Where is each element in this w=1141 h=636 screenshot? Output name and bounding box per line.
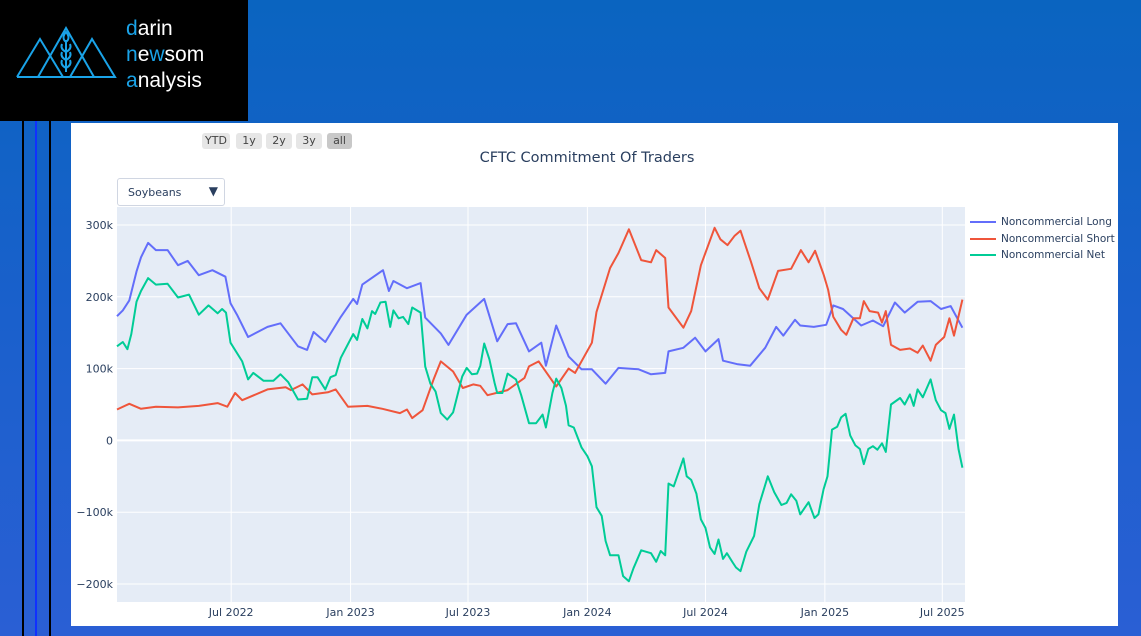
series-line-noncommercial-short — [116, 226, 964, 420]
chart-title: CFTC Commitment Of Traders — [479, 150, 695, 166]
decorative-stripe — [49, 121, 51, 636]
x-tick-label: Jan 2025 — [800, 606, 849, 619]
legend-item[interactable]: Noncommercial Long — [970, 214, 1115, 231]
x-tick-label: Jan 2023 — [325, 606, 374, 619]
x-tick-label: Jul 2022 — [208, 606, 254, 619]
range-button-3y[interactable]: 3y — [296, 133, 322, 149]
legend-label: Noncommercial Short — [1001, 232, 1115, 245]
x-tick-label: Jan 2024 — [562, 606, 611, 619]
decorative-stripe — [22, 121, 24, 636]
legend-line-swatch — [970, 254, 996, 257]
y-tick-label: 0 — [106, 434, 113, 447]
legend-line-swatch — [970, 237, 996, 240]
series-line-noncommercial-net — [116, 277, 964, 583]
decorative-stripe — [35, 121, 37, 636]
dropdown-selected-value: Soybeans — [128, 186, 182, 199]
logo-wordmark: darin newsom analysis — [126, 17, 205, 92]
y-tick-label: −200k — [76, 578, 113, 591]
x-tick-label: Jul 2024 — [682, 606, 728, 619]
legend-line-swatch — [970, 221, 996, 224]
legend-label: Noncommercial Net — [1001, 249, 1105, 262]
y-tick-label: 200k — [86, 291, 114, 304]
mountain-wheat-logo-icon — [16, 25, 117, 78]
legend-label: Noncommercial Long — [1001, 216, 1112, 229]
y-tick-label: 100k — [86, 363, 114, 376]
range-button-all[interactable]: all — [327, 133, 352, 149]
caret-down-icon: ▼ — [208, 184, 218, 198]
commodity-dropdown[interactable]: Soybeans ▼ — [117, 178, 225, 206]
y-tick-label: −100k — [76, 506, 113, 519]
x-tick-label: Jul 2023 — [445, 606, 491, 619]
y-tick-label: 300k — [86, 219, 114, 232]
range-button-1y[interactable]: 1y — [236, 133, 262, 149]
legend: Noncommercial Long Noncommercial Short Non… — [970, 214, 1115, 264]
brand-logo: darin newsom analysis — [0, 0, 248, 121]
range-button-2y[interactable]: 2y — [266, 133, 292, 149]
plot-area — [117, 207, 965, 602]
range-button-ytd[interactable]: YTD — [202, 133, 230, 149]
legend-item[interactable]: Noncommercial Short — [970, 231, 1115, 248]
series-line-noncommercial-long — [116, 241, 964, 385]
legend-item[interactable]: Noncommercial Net — [970, 247, 1115, 264]
x-tick-label: Jul 2025 — [919, 606, 965, 619]
